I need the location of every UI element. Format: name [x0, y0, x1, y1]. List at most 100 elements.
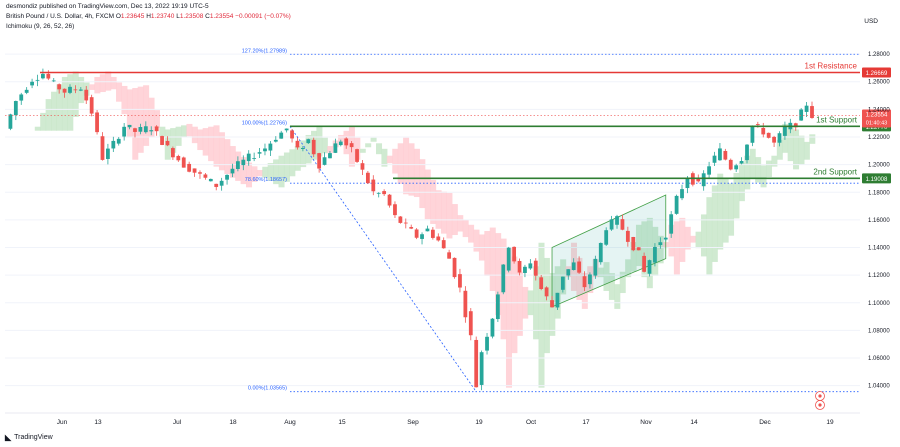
candle [512, 246, 517, 264]
cloud-segment [684, 226, 691, 250]
time-tick-label: Jun [57, 419, 68, 426]
candle [566, 269, 571, 280]
cloud-segment [717, 173, 724, 250]
candle-body [593, 258, 598, 276]
close-value: 1.23554 [209, 13, 234, 20]
cloud-segment [327, 146, 334, 153]
current-price-countdown: 01:40:43 [866, 121, 887, 127]
candle [387, 194, 392, 208]
candle-body [333, 143, 338, 153]
candle [701, 170, 706, 191]
candle [783, 121, 787, 140]
tradingview-logo[interactable]: ◣ TradingView [5, 433, 53, 442]
candle-body [344, 138, 349, 146]
candle [19, 92, 24, 105]
cloud-segment [603, 262, 610, 291]
cloud-segment [170, 128, 177, 153]
publisher-line: desmondiz published on TradingView.com, … [6, 3, 209, 10]
candle-body [284, 128, 289, 131]
current-price-tag[interactable]: 1.23554 01:40:43 [862, 109, 891, 128]
candle-body [328, 153, 332, 159]
cloud-segment [424, 169, 431, 220]
price-axis[interactable]: 1.28000 1.26000 1.24000 1.22000 1.20000 1.180… [868, 52, 890, 390]
cloud-segment [744, 155, 751, 190]
candle-body [739, 160, 744, 164]
candlestick-series [8, 68, 814, 391]
level-label: 1st Support [816, 115, 858, 124]
candle-body [642, 255, 646, 272]
candle [398, 216, 403, 224]
candle-body [279, 132, 284, 139]
candle [528, 259, 533, 270]
candle-body [430, 229, 435, 238]
price-tick-label: 1.04000 [868, 384, 890, 390]
cloud-segment [376, 143, 383, 155]
chart-grid [5, 53, 860, 387]
candle [89, 94, 94, 117]
candle [257, 148, 262, 158]
candle-body [19, 94, 24, 101]
candle-body [8, 114, 13, 129]
candle-body [409, 227, 414, 229]
candle-body [463, 290, 468, 318]
cloud-segment [419, 159, 426, 209]
fib-level-label: 0.00%(1.03565) [248, 386, 287, 392]
support-resistance-levels[interactable]: 1st Resistance 1.26669 1st Support 1.22770 2… [5, 61, 891, 184]
candle-body [555, 292, 560, 308]
candle-body [51, 80, 56, 82]
candle [51, 78, 56, 83]
candle-body [479, 352, 484, 385]
candle [674, 194, 679, 215]
close-label: C [205, 13, 210, 20]
indicator-legend[interactable]: Ichimoku (9, 26, 52, 26) [6, 23, 75, 30]
fibonacci-retracement[interactable]: 127.20%(1.27989) 100.00%(1.22766) 78.60%(1… [242, 48, 860, 393]
candle [241, 155, 246, 171]
ichimoku-cloud [34, 71, 816, 388]
candle-body [89, 97, 94, 114]
candle [149, 126, 154, 136]
candle [187, 161, 192, 173]
time-axis[interactable]: Jun 13 Jul 18 Aug 15 Sep 19 Oct 17 Nov 14 Dec 19 [5, 412, 860, 426]
cloud-segment [771, 155, 778, 167]
rising-channel[interactable] [551, 194, 667, 308]
candle-body [799, 109, 804, 121]
candle [154, 125, 159, 136]
candle [306, 138, 311, 145]
cloud-segment [370, 137, 377, 142]
candle [116, 137, 121, 146]
candle [642, 252, 646, 273]
candle-body [300, 147, 305, 149]
time-tick-label: Nov [640, 419, 652, 426]
candle-body [68, 86, 72, 93]
candle-body [539, 277, 544, 289]
candle [214, 183, 219, 191]
candle [284, 128, 289, 133]
candle-body [143, 126, 148, 133]
candle [349, 141, 354, 153]
cloud-segment [240, 157, 247, 185]
candle-body [181, 157, 186, 168]
candle [653, 243, 657, 267]
cloud-segment [218, 132, 225, 171]
cloud-segment [88, 84, 95, 90]
candle [252, 152, 257, 162]
candle-body [100, 136, 105, 160]
candle-body [544, 287, 549, 297]
candle-body [506, 247, 511, 271]
candle-body [225, 174, 229, 180]
cloud-segment [316, 126, 323, 157]
candle [517, 258, 522, 276]
cloud-segment [126, 89, 133, 137]
candle-body [750, 125, 755, 143]
cloud-segment [94, 76, 101, 94]
cloud-segment [45, 99, 52, 131]
price-tick-label: 1.16000 [868, 218, 890, 224]
cloud-segment [430, 179, 437, 224]
candle-body [198, 172, 202, 174]
cloud-segment [798, 135, 805, 165]
candle [279, 130, 284, 139]
cloud-segment [34, 126, 41, 131]
candle-body [490, 318, 495, 337]
candle-body [495, 294, 500, 320]
